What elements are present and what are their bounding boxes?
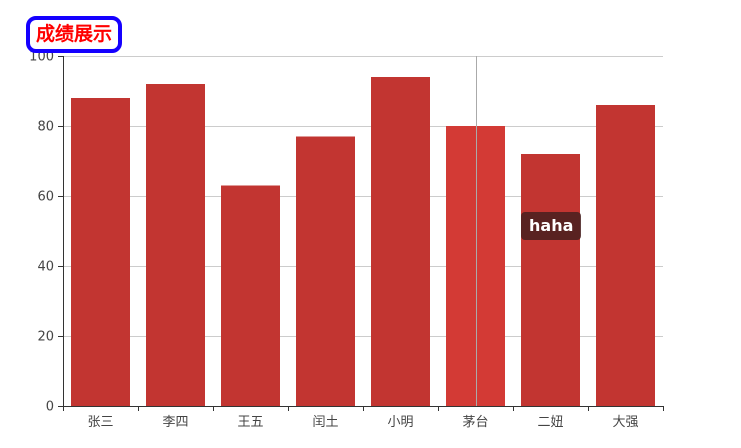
y-tick-label: 20 (37, 330, 54, 345)
chart-title: 成绩展示 (26, 16, 123, 53)
bar-小明 (371, 77, 430, 406)
bar-二妞 (521, 154, 580, 406)
y-tick-label: 100 (29, 50, 54, 65)
x-tick-label: 小明 (387, 415, 413, 430)
x-tick-label: 王五 (237, 415, 263, 430)
x-tick-label: 张三 (87, 415, 113, 430)
y-tick-label: 60 (37, 190, 54, 205)
bar-王五 (221, 185, 280, 406)
x-tick-label: 李四 (162, 415, 188, 430)
tooltip: haha (521, 212, 582, 240)
bar-李四 (146, 84, 205, 406)
bar-张三 (71, 98, 130, 406)
x-tick-label: 闰土 (312, 415, 338, 430)
bar-闰土 (296, 136, 355, 406)
x-tick-label: 二妞 (537, 415, 563, 430)
bar-茅台 (446, 126, 505, 406)
y-tick-label: 80 (37, 120, 54, 135)
axes (58, 56, 664, 411)
bar-大强 (596, 105, 655, 406)
bar-series (71, 56, 655, 406)
axis-labels: 0 20 40 60 80 100 张三 李四 王五 闰土 小明 茅台 二妞 大强 (29, 50, 638, 431)
x-tick-label: 茅台 (462, 415, 488, 430)
y-tick-label: 40 (37, 260, 54, 275)
y-tick-label: 0 (46, 400, 54, 415)
x-tick-label: 大强 (612, 415, 638, 430)
